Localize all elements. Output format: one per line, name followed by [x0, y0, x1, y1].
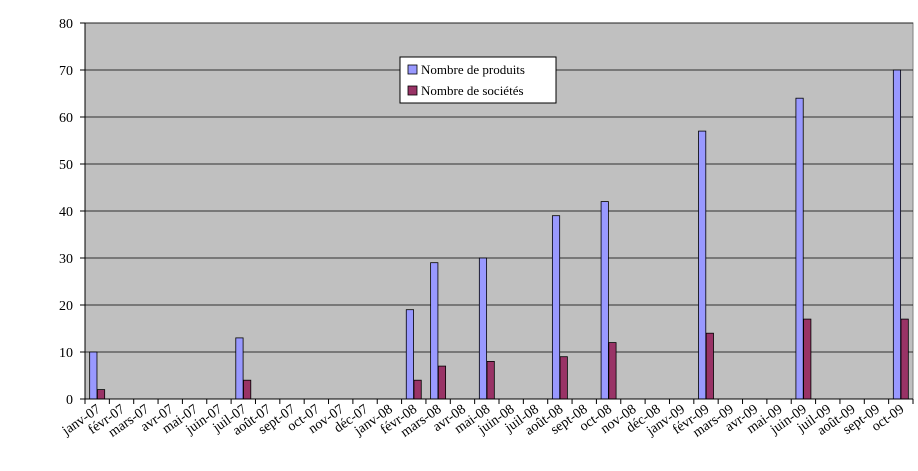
bar-products: [600, 201, 609, 400]
bar-products: [235, 337, 244, 400]
y-axis: 0 10 20 30 40 50 60 70 80: [59, 17, 86, 408]
legend-label-companies: Nombre de sociétés: [421, 83, 524, 98]
bar-products: [478, 257, 488, 400]
y-tick-label: 30: [59, 252, 73, 267]
bar-companies: [803, 318, 812, 400]
legend: Nombre de produits Nombre de sociétés: [399, 56, 557, 104]
y-tick-label: 20: [59, 299, 73, 314]
bar-companies: [486, 360, 495, 400]
bar-companies: [96, 389, 106, 400]
bar-products: [698, 130, 707, 400]
legend-box: [399, 56, 557, 104]
bar-companies: [900, 318, 909, 400]
bar-companies: [705, 332, 714, 400]
legend-swatch-companies: [407, 85, 418, 96]
bar-products: [430, 262, 439, 400]
y-tick-label: 80: [59, 17, 73, 32]
y-tick-label: 0: [66, 393, 73, 408]
y-tick-label: 10: [59, 346, 73, 361]
y-tick-label: 40: [59, 205, 73, 220]
bar-companies: [559, 356, 568, 400]
y-tick-label: 70: [59, 64, 73, 79]
bars: [89, 69, 909, 400]
bar-companies: [413, 379, 422, 400]
y-tick-label: 50: [59, 158, 73, 173]
bar-companies: [243, 379, 252, 400]
legend-label-products: Nombre de produits: [421, 62, 525, 77]
bar-products: [89, 351, 98, 400]
bar-products: [892, 69, 902, 400]
bar-products: [405, 309, 414, 400]
y-tick-label: 60: [59, 111, 73, 126]
bar-products: [795, 97, 804, 400]
bar-companies: [608, 342, 617, 400]
bar-products: [551, 215, 561, 400]
bar-companies: [437, 365, 447, 400]
legend-swatch-products: [407, 64, 418, 75]
